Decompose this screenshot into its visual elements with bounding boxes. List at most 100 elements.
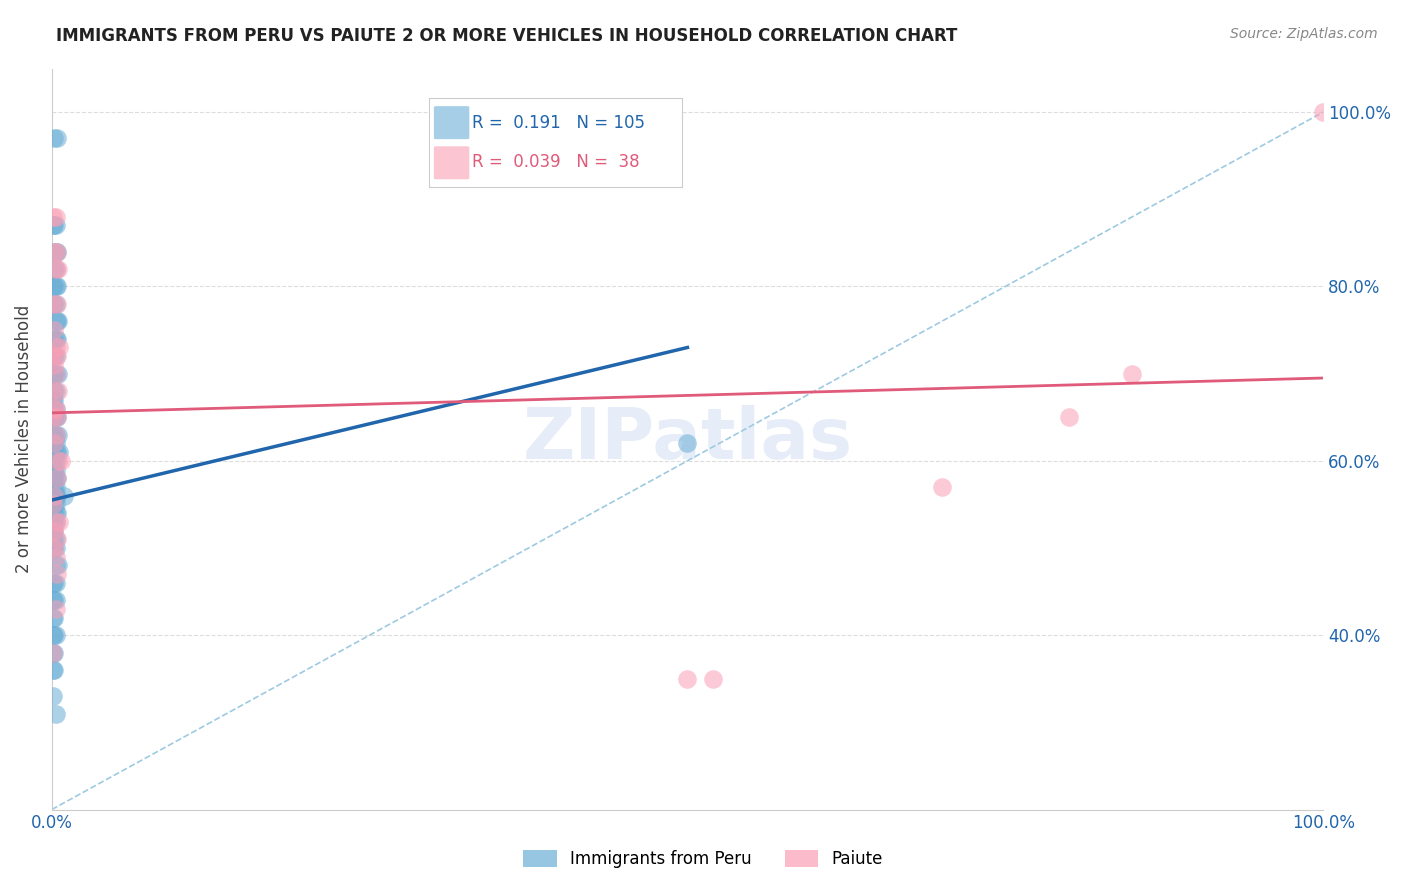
Paiute xyxy=(46,384,69,398)
Paiute xyxy=(42,349,65,363)
Immigrants from Peru xyxy=(42,436,65,450)
Paiute xyxy=(45,262,67,277)
Immigrants from Peru xyxy=(42,480,65,494)
Immigrants from Peru xyxy=(45,427,67,442)
Immigrants from Peru xyxy=(44,131,66,145)
Immigrants from Peru xyxy=(45,489,67,503)
Immigrants from Peru xyxy=(45,410,67,425)
Immigrants from Peru xyxy=(45,367,67,381)
Immigrants from Peru xyxy=(44,262,66,277)
Immigrants from Peru xyxy=(44,349,66,363)
Immigrants from Peru xyxy=(44,628,66,642)
Immigrants from Peru xyxy=(45,349,67,363)
Paiute xyxy=(42,384,65,398)
Y-axis label: 2 or more Vehicles in Household: 2 or more Vehicles in Household xyxy=(15,305,32,574)
Immigrants from Peru xyxy=(42,646,65,660)
Immigrants from Peru xyxy=(44,497,66,511)
Immigrants from Peru xyxy=(44,427,66,442)
Paiute xyxy=(45,210,67,224)
Immigrants from Peru xyxy=(44,445,66,459)
Paiute xyxy=(1057,410,1080,425)
Immigrants from Peru xyxy=(45,244,67,259)
Paiute xyxy=(48,515,70,529)
Immigrants from Peru xyxy=(45,314,67,328)
Immigrants from Peru xyxy=(42,367,65,381)
Text: IMMIGRANTS FROM PERU VS PAIUTE 2 OR MORE VEHICLES IN HOUSEHOLD CORRELATION CHART: IMMIGRANTS FROM PERU VS PAIUTE 2 OR MORE… xyxy=(56,27,957,45)
Paiute xyxy=(1312,105,1334,120)
Immigrants from Peru xyxy=(45,471,67,485)
Paiute xyxy=(42,497,65,511)
Immigrants from Peru xyxy=(45,506,67,520)
Immigrants from Peru xyxy=(45,575,67,590)
Immigrants from Peru xyxy=(48,445,70,459)
Immigrants from Peru xyxy=(42,611,65,625)
Immigrants from Peru xyxy=(45,454,67,468)
Text: R =  0.191   N = 105: R = 0.191 N = 105 xyxy=(472,114,645,132)
Paiute xyxy=(44,244,66,259)
Paiute xyxy=(45,602,67,616)
Immigrants from Peru xyxy=(44,454,66,468)
Immigrants from Peru xyxy=(42,575,65,590)
Paiute xyxy=(46,262,69,277)
Paiute xyxy=(1121,367,1143,381)
Immigrants from Peru xyxy=(45,445,67,459)
Immigrants from Peru xyxy=(45,533,67,547)
Text: ZIPatlas: ZIPatlas xyxy=(523,405,852,474)
Immigrants from Peru xyxy=(45,262,67,277)
Immigrants from Peru xyxy=(45,497,67,511)
Immigrants from Peru xyxy=(42,297,65,311)
Immigrants from Peru xyxy=(45,628,67,642)
Immigrants from Peru xyxy=(44,524,66,538)
Immigrants from Peru xyxy=(44,541,66,555)
Paiute xyxy=(45,471,67,485)
Immigrants from Peru xyxy=(44,392,66,407)
Immigrants from Peru xyxy=(44,611,66,625)
Immigrants from Peru xyxy=(42,515,65,529)
Paiute xyxy=(45,244,67,259)
Immigrants from Peru xyxy=(42,445,65,459)
Immigrants from Peru xyxy=(45,401,67,416)
Paiute xyxy=(45,349,67,363)
Immigrants from Peru xyxy=(42,462,65,476)
Immigrants from Peru xyxy=(45,445,67,459)
Immigrants from Peru xyxy=(42,524,65,538)
Paiute xyxy=(45,367,67,381)
Immigrants from Peru xyxy=(676,436,699,450)
Immigrants from Peru xyxy=(44,593,66,607)
Immigrants from Peru xyxy=(46,314,69,328)
Legend: Immigrants from Peru, Paiute: Immigrants from Peru, Paiute xyxy=(516,843,890,875)
Paiute xyxy=(44,524,66,538)
Immigrants from Peru xyxy=(42,663,65,677)
Immigrants from Peru xyxy=(42,489,65,503)
Immigrants from Peru xyxy=(45,480,67,494)
Paiute xyxy=(44,541,66,555)
Immigrants from Peru xyxy=(45,244,67,259)
Immigrants from Peru xyxy=(45,279,67,293)
Immigrants from Peru xyxy=(44,480,66,494)
Immigrants from Peru xyxy=(45,593,67,607)
Paiute xyxy=(44,323,66,337)
Immigrants from Peru xyxy=(42,506,65,520)
Immigrants from Peru xyxy=(46,558,69,573)
Immigrants from Peru xyxy=(45,131,67,145)
Immigrants from Peru xyxy=(42,410,65,425)
Paiute xyxy=(702,672,724,686)
Immigrants from Peru xyxy=(45,471,67,485)
Paiute xyxy=(44,489,66,503)
Immigrants from Peru xyxy=(45,462,67,476)
Paiute xyxy=(48,341,70,355)
Paiute xyxy=(45,427,67,442)
Immigrants from Peru xyxy=(44,279,66,293)
Immigrants from Peru xyxy=(44,219,66,233)
Immigrants from Peru xyxy=(44,575,66,590)
Immigrants from Peru xyxy=(42,628,65,642)
Immigrants from Peru xyxy=(46,427,69,442)
Immigrants from Peru xyxy=(44,471,66,485)
Immigrants from Peru xyxy=(44,533,66,547)
Immigrants from Peru xyxy=(44,410,66,425)
Immigrants from Peru xyxy=(44,489,66,503)
Immigrants from Peru xyxy=(44,401,66,416)
Immigrants from Peru xyxy=(42,497,65,511)
Paiute xyxy=(42,410,65,425)
Immigrants from Peru xyxy=(42,471,65,485)
